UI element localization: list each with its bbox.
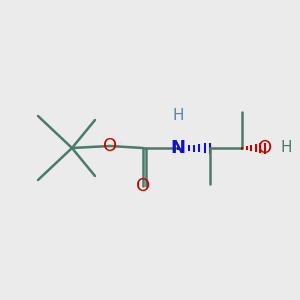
Text: H: H [280, 140, 292, 155]
Text: H: H [172, 109, 184, 124]
Text: O: O [103, 137, 117, 155]
Text: N: N [170, 139, 185, 157]
Text: O: O [136, 177, 150, 195]
Text: O: O [258, 139, 272, 157]
